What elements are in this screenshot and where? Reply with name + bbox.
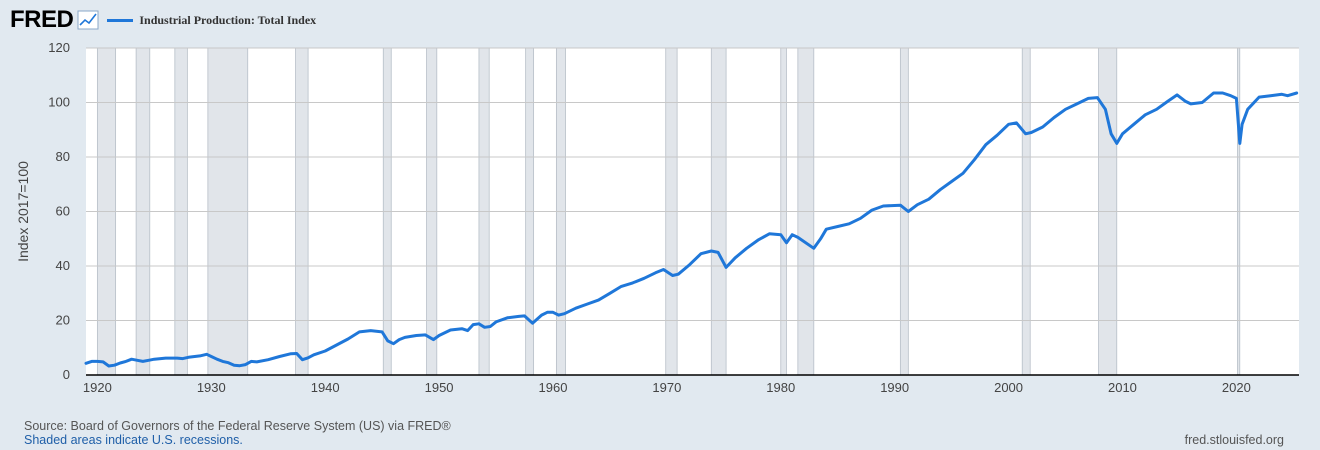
series-line-0 bbox=[84, 91, 1299, 368]
y-tick-label-60: 60 bbox=[56, 204, 70, 219]
x-tick-label-1960: 1960 bbox=[539, 380, 568, 395]
x-tick-label-2010: 2010 bbox=[1108, 380, 1137, 395]
y-tick-label-100: 100 bbox=[48, 95, 70, 110]
chart-header: FRED Industrial Production: Total Index bbox=[10, 6, 316, 34]
source-note: Source: Board of Governors of the Federa… bbox=[24, 419, 451, 433]
y-tick-label-120: 120 bbox=[48, 40, 70, 55]
recession-note[interactable]: Shaded areas indicate U.S. recessions. bbox=[24, 433, 243, 447]
x-tick-label-1980: 1980 bbox=[766, 380, 795, 395]
x-tick-label-2000: 2000 bbox=[994, 380, 1023, 395]
x-tick-label-1920: 1920 bbox=[83, 380, 112, 395]
y-axis-label: Index 2017=100 bbox=[15, 161, 31, 262]
y-tick-label-0: 0 bbox=[63, 367, 70, 382]
x-tick-label-1990: 1990 bbox=[880, 380, 909, 395]
legend-swatch bbox=[107, 18, 134, 22]
x-tick-label-2020: 2020 bbox=[1222, 380, 1251, 395]
fred-logo[interactable]: FRED bbox=[10, 6, 74, 33]
y-tick-label-80: 80 bbox=[56, 149, 70, 164]
site-url[interactable]: fred.stlouisfed.org bbox=[1184, 433, 1284, 447]
x-tick-label-1950: 1950 bbox=[425, 380, 454, 395]
x-tick-label-1930: 1930 bbox=[197, 380, 226, 395]
y-tick-label-20: 20 bbox=[56, 313, 70, 328]
x-tick-label-1940: 1940 bbox=[311, 380, 340, 395]
x-tick-label-1970: 1970 bbox=[652, 380, 681, 395]
y-tick-label-40: 40 bbox=[56, 258, 70, 273]
line-chart-icon bbox=[77, 10, 99, 30]
legend-label: Industrial Production: Total Index bbox=[139, 12, 317, 27]
